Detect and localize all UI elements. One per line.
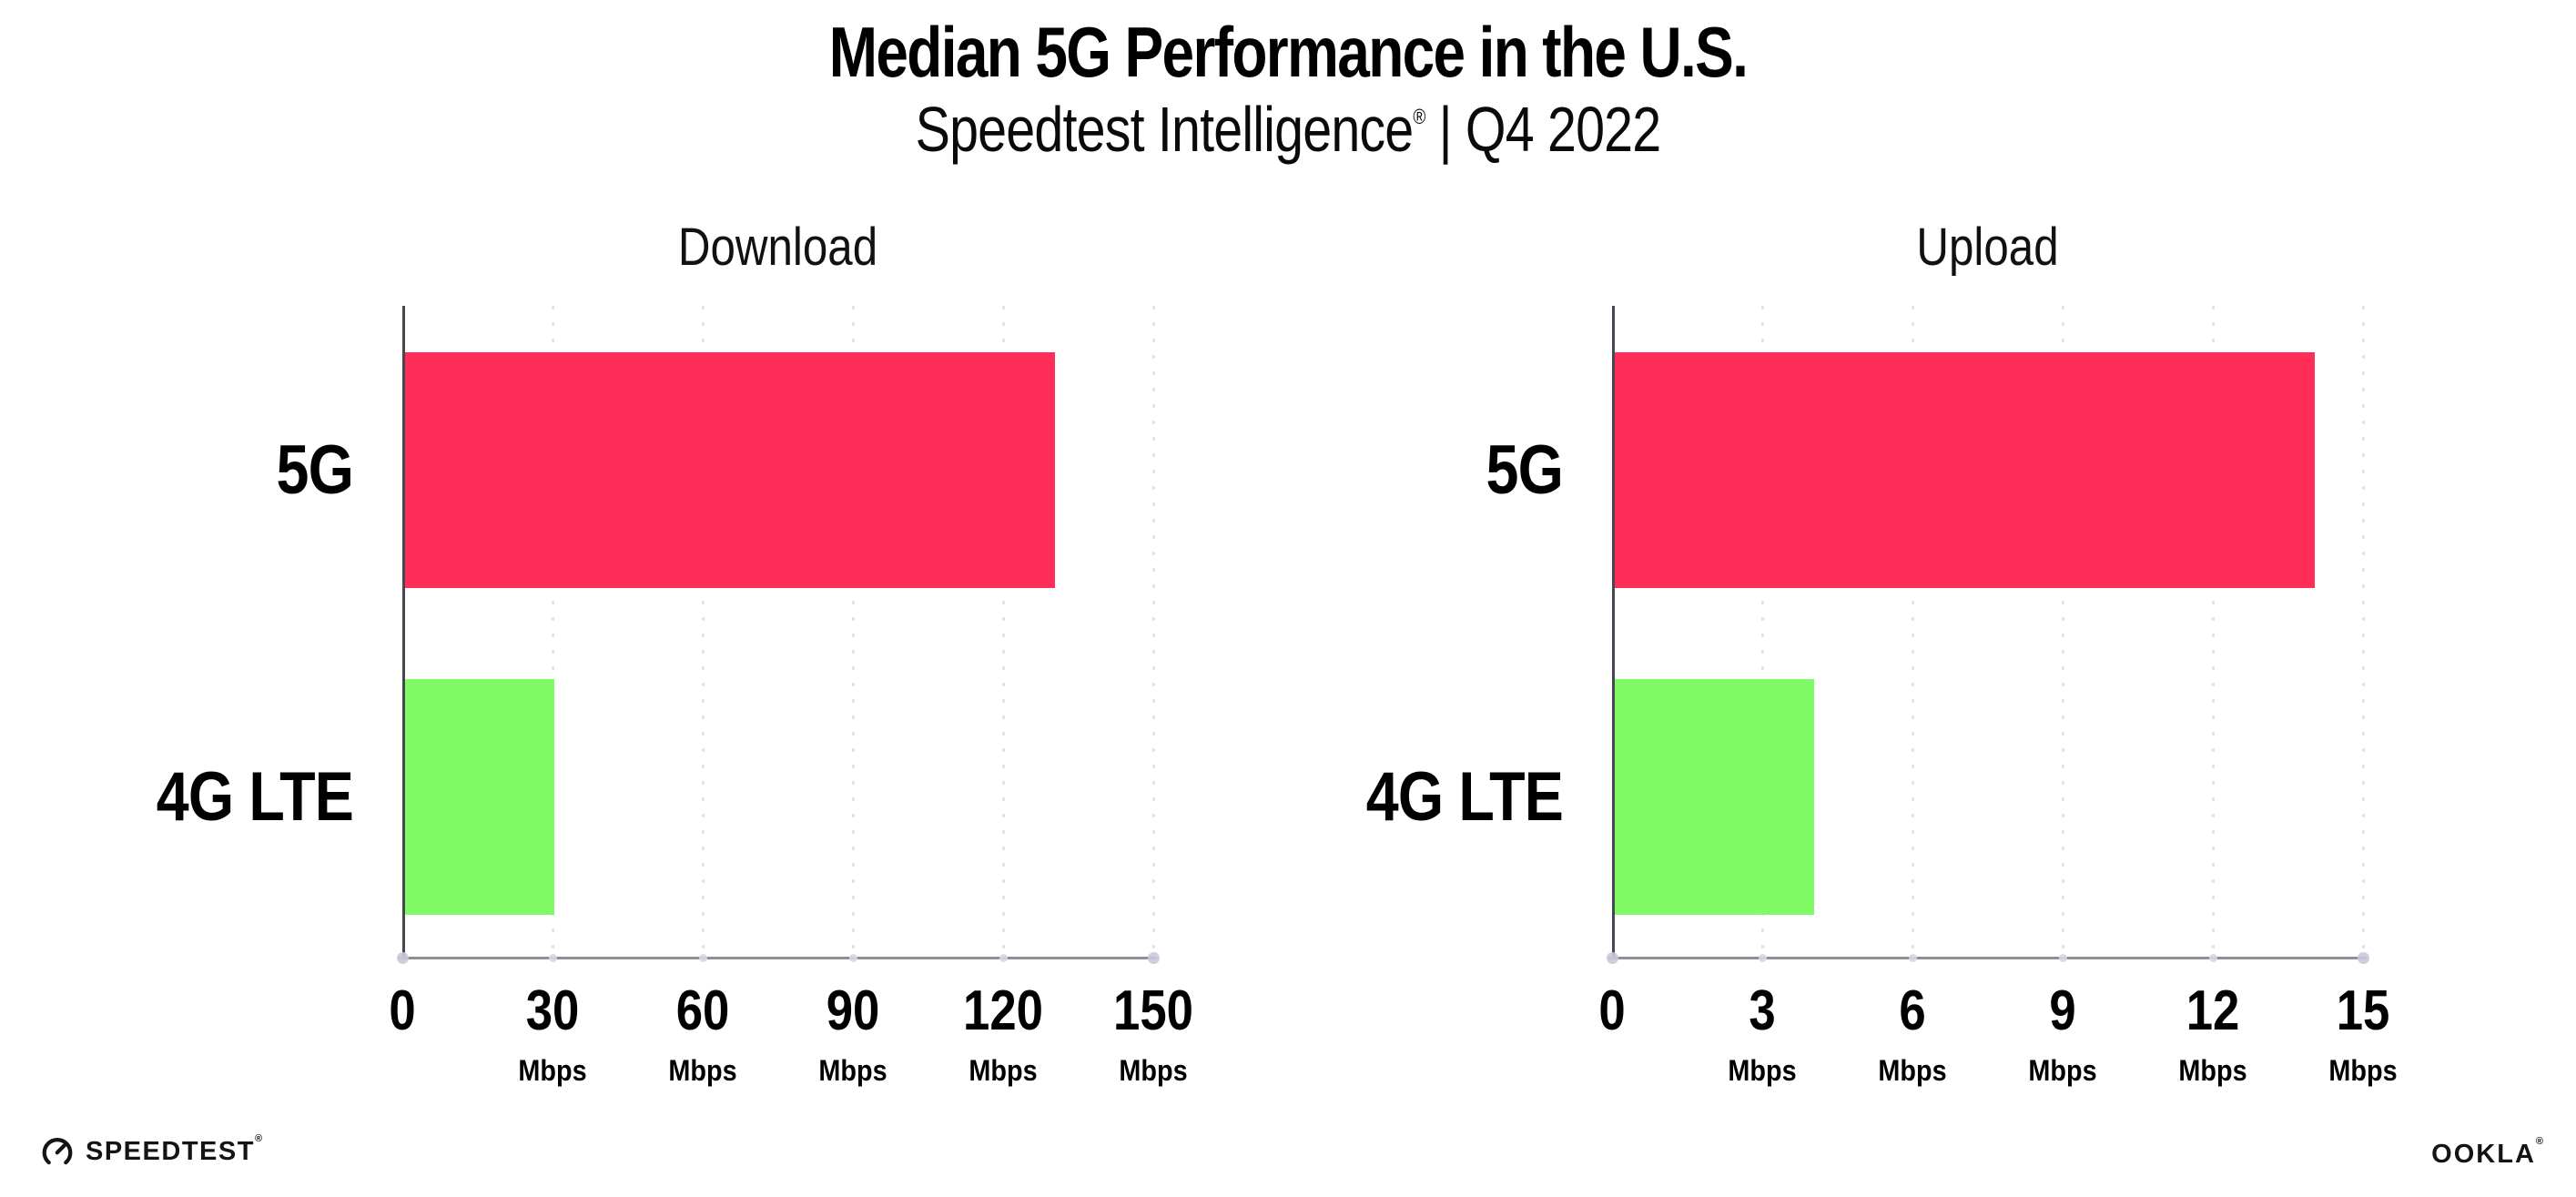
subtitle-period: | Q4 2022 <box>1425 94 1662 165</box>
x-tick-label-upload-12: 12 <box>2186 979 2240 1042</box>
axis-tick-dot-6 <box>1908 953 1917 962</box>
axis-tick-dot-0 <box>396 951 409 964</box>
gridline-60-mbps <box>702 306 705 959</box>
x-tick-unit-upload-6: Mbps <box>1878 1054 1947 1087</box>
axis-tick-dot-30 <box>548 953 557 962</box>
x-tick-label-upload-6: 6 <box>1899 979 1926 1042</box>
x-tick-label-upload-0: 0 <box>1598 979 1626 1042</box>
x-tick-unit-download-60: Mbps <box>668 1054 737 1087</box>
category-label-upload-4g-lte: 4G LTE <box>1365 757 1564 836</box>
axis-tick-dot-0 <box>1606 951 1618 964</box>
category-label-download-5g: 5G <box>276 431 354 509</box>
axis-tick-dot-15 <box>2357 951 2369 964</box>
axis-tick-dot-9 <box>2058 953 2067 962</box>
speedtest-gauge-icon <box>42 1138 73 1165</box>
subtitle-brand: Speedtest Intelligence <box>915 94 1415 165</box>
x-tick-unit-download-90: Mbps <box>818 1054 887 1087</box>
x-axis-line-download <box>399 957 1157 959</box>
gridline-90-mbps <box>852 306 855 959</box>
x-tick-label-upload-15: 15 <box>2336 979 2390 1042</box>
ookla-text: OOKLA <box>2431 1140 2536 1169</box>
x-tick-label-download-120: 120 <box>963 979 1043 1042</box>
axis-tick-dot-12 <box>2208 953 2217 962</box>
gridline-30-mbps <box>552 306 554 959</box>
gridline-12-mbps <box>2212 306 2215 959</box>
x-tick-unit-download-30: Mbps <box>518 1054 587 1087</box>
axis-tick-dot-3 <box>1758 953 1767 962</box>
x-tick-unit-upload-12: Mbps <box>2178 1054 2247 1087</box>
x-axis-line-upload <box>1608 957 2367 959</box>
speedtest-registered-mark: ® <box>254 1132 264 1144</box>
registered-trademark-icon: ® <box>1413 104 1425 128</box>
x-tick-unit-download-150: Mbps <box>1119 1054 1188 1087</box>
x-tick-label-download-30: 30 <box>525 979 580 1042</box>
ookla-wordmark: OOKLA® <box>2431 1136 2545 1170</box>
gridline-120-mbps <box>1002 306 1005 959</box>
axis-tick-dot-120 <box>999 953 1008 962</box>
x-tick-label-download-150: 150 <box>1113 979 1193 1042</box>
ookla-registered-mark: ® <box>2535 1136 2545 1148</box>
x-tick-label-upload-3: 3 <box>1749 979 1776 1042</box>
x-tick-unit-upload-15: Mbps <box>2328 1054 2398 1087</box>
x-tick-unit-upload-3: Mbps <box>1728 1054 1797 1087</box>
y-axis-line-download <box>402 306 405 959</box>
x-tick-label-download-60: 60 <box>675 979 730 1042</box>
plot-upload <box>1612 306 2365 959</box>
speedtest-text: SPEEDTEST <box>86 1136 255 1166</box>
gridline-6-mbps <box>1912 306 1914 959</box>
y-axis-line-upload <box>1612 306 1615 959</box>
chart-title-download: Download <box>677 218 878 277</box>
chart-title-upload: Upload <box>1916 218 2059 277</box>
bar-download-5g <box>404 352 1055 588</box>
gridline-150-mbps <box>1152 306 1155 959</box>
page-subtitle: Speedtest Intelligence® | Q4 2022 <box>232 93 2345 166</box>
axis-tick-dot-150 <box>1147 951 1160 964</box>
gridline-15-mbps <box>2362 306 2365 959</box>
x-tick-unit-upload-9: Mbps <box>2028 1054 2097 1087</box>
speedtest-wordmark: SPEEDTEST® <box>86 1133 264 1167</box>
bar-download-4g-lte <box>404 679 554 915</box>
x-tick-unit-download-120: Mbps <box>969 1054 1038 1087</box>
gridline-3-mbps <box>1761 306 1764 959</box>
bar-upload-5g <box>1614 352 2315 588</box>
x-tick-label-download-0: 0 <box>389 979 416 1042</box>
axis-tick-dot-90 <box>848 953 857 962</box>
x-tick-label-download-90: 90 <box>826 979 880 1042</box>
speedtest-logo: SPEEDTEST® <box>40 1133 264 1169</box>
ookla-logo: OOKLA® <box>2431 1136 2545 1170</box>
page-title: Median 5G Performance in the U.S. <box>828 12 1749 92</box>
category-label-download-4g-lte: 4G LTE <box>156 757 354 836</box>
plot-download <box>402 306 1155 959</box>
axis-tick-dot-60 <box>698 953 707 962</box>
bar-upload-4g-lte <box>1614 679 1814 915</box>
category-label-upload-5g: 5G <box>1486 431 1564 509</box>
gridline-9-mbps <box>2062 306 2064 959</box>
x-tick-label-upload-9: 9 <box>2049 979 2076 1042</box>
